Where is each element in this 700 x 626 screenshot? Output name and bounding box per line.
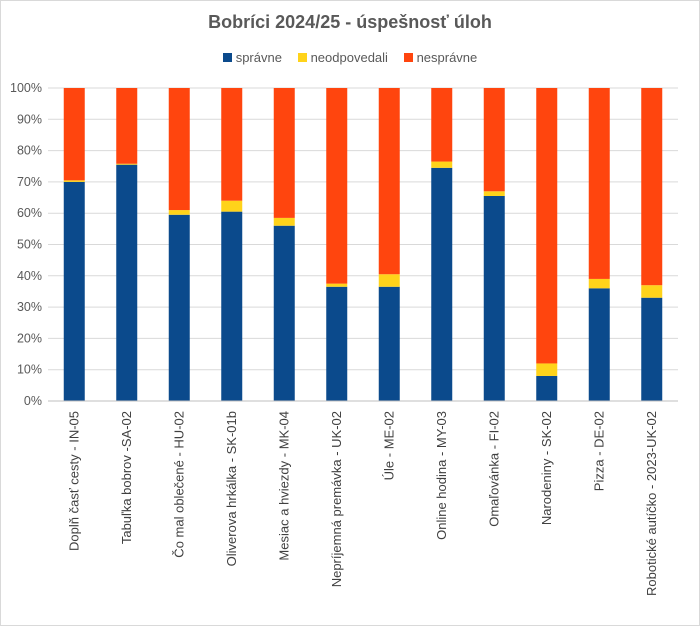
chart-legend: správne neodpovedali nesprávne — [0, 50, 700, 65]
x-category-label: Omaľovánka - FI-02 — [486, 411, 501, 527]
y-tick-label: 50% — [17, 238, 42, 252]
x-category-label: Doplň časť cesty - IN-05 — [66, 411, 81, 551]
y-tick-label: 10% — [17, 363, 42, 377]
bar-segment-spravne — [588, 288, 610, 401]
bar-segment-neodpovedali — [116, 163, 138, 165]
bar-segment-nespravne — [588, 88, 610, 279]
x-category-label: Online hodina - MY-03 — [434, 411, 449, 540]
bar-segment-neodpovedali — [588, 278, 610, 289]
chart-title: Bobríci 2024/25 - úspešnosť úloh — [208, 12, 492, 32]
legend-item-spravne: správne — [222, 50, 282, 65]
x-category-label: Nepríjemná premávka - UK-02 — [329, 411, 344, 587]
bar-segment-neodpovedali — [483, 191, 505, 196]
y-tick-label: 0% — [24, 394, 42, 408]
x-category-label: Tabuľka bobrov -SA-02 — [119, 411, 134, 544]
bar-segment-neodpovedali — [641, 285, 663, 298]
bar-segment-spravne — [431, 167, 453, 401]
bar-segment-neodpovedali — [273, 217, 295, 226]
bar-segment-spravne — [116, 164, 138, 401]
y-tick-label: 20% — [17, 331, 42, 345]
bar-segment-neodpovedali — [168, 210, 190, 215]
bar-segment-spravne — [378, 286, 400, 401]
bar-segment-nespravne — [536, 88, 558, 364]
bar-segment-nespravne — [326, 88, 348, 284]
legend-label-neodpovedali: neodpovedali — [310, 50, 388, 65]
legend-item-neodpovedali: neodpovedali — [297, 50, 388, 65]
x-category-label: Pizza - DE-02 — [591, 411, 606, 491]
x-category-label: Narodeniny - SK-02 — [539, 411, 554, 525]
y-tick-label: 40% — [17, 269, 42, 283]
bar-segment-spravne — [483, 195, 505, 401]
legend-label-nespravne: nesprávne — [416, 50, 478, 65]
x-category-label: Mesiac a hviezdy - MK-04 — [276, 411, 291, 561]
bar-segment-spravne — [536, 375, 558, 401]
y-tick-label: 70% — [17, 175, 42, 189]
bar-segment-neodpovedali — [221, 200, 243, 212]
bar-segment-neodpovedali — [326, 283, 348, 287]
legend-swatch-neodpovedali — [297, 53, 307, 63]
bar-segment-neodpovedali — [63, 180, 85, 182]
legend-item-nespravne: nesprávne — [403, 50, 478, 65]
legend-swatch-nespravne — [403, 53, 413, 63]
bar-segment-nespravne — [378, 88, 400, 275]
bar-segment-spravne — [168, 214, 190, 401]
bar-segment-neodpovedali — [378, 274, 400, 287]
bar-segment-nespravne — [641, 88, 663, 286]
bar-segment-nespravne — [63, 88, 85, 181]
bar-segment-nespravne — [168, 88, 190, 211]
y-tick-label: 60% — [17, 206, 42, 220]
bar-segment-nespravne — [221, 88, 243, 201]
bar-segment-spravne — [326, 286, 348, 401]
bar-segment-spravne — [273, 225, 295, 401]
x-category-label: Robotické autíčko - 2023-UK-02 — [644, 411, 659, 596]
bar-segment-nespravne — [273, 88, 295, 218]
y-tick-label: 100% — [10, 81, 42, 95]
bar-segment-nespravne — [431, 88, 453, 162]
bar-segment-neodpovedali — [431, 161, 453, 168]
x-category-label: Úle - ME-02 — [381, 411, 396, 480]
bar-segment-neodpovedali — [536, 363, 558, 376]
y-tick-label: 90% — [17, 112, 42, 126]
bar-segment-spravne — [63, 181, 85, 401]
y-tick-label: 30% — [17, 300, 42, 314]
y-tick-label: 80% — [17, 144, 42, 158]
bar-segment-nespravne — [483, 88, 505, 192]
bar-segment-spravne — [641, 297, 663, 401]
bar-segment-spravne — [221, 211, 243, 401]
legend-swatch-spravne — [222, 53, 232, 63]
x-category-label: Oliverova hrkálka - SK-01b — [224, 411, 239, 566]
bar-segment-nespravne — [116, 88, 138, 164]
x-category-label: Čo mal oblečené - HU-02 — [171, 411, 186, 558]
legend-label-spravne: správne — [235, 50, 282, 65]
